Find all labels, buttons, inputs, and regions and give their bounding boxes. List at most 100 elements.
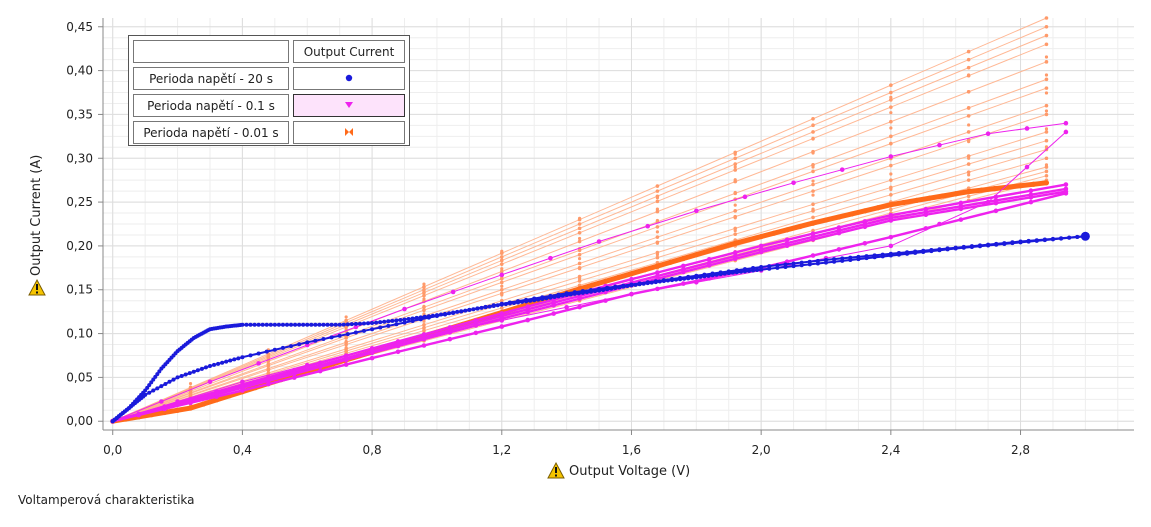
series-001s-point xyxy=(655,199,660,204)
series-20s-point xyxy=(734,268,739,273)
series-20s-point xyxy=(597,286,602,291)
series-001s-point xyxy=(889,95,893,99)
series-20s-point xyxy=(361,321,366,326)
series-20s-point xyxy=(556,292,561,297)
series-001s-point xyxy=(733,228,737,233)
series-20s-point xyxy=(361,328,366,333)
series-001s-point xyxy=(967,173,971,177)
series-20s-point xyxy=(953,245,958,250)
series-001s-point xyxy=(901,199,907,206)
series-20s-point xyxy=(451,310,456,315)
x-ticks: 0,0 0,4 0,8 1,2 1,6 2,0 2,4 2,8 xyxy=(103,430,1030,457)
series-001s-point xyxy=(889,105,893,109)
series-20s-point xyxy=(402,320,407,325)
series-20s-point xyxy=(240,322,245,327)
series-20s-point xyxy=(147,390,152,395)
series-20s-point xyxy=(159,384,164,389)
series-20s-point xyxy=(305,340,310,345)
series-001s-point xyxy=(422,289,426,294)
series-01s-point xyxy=(742,194,748,200)
series-001s-point xyxy=(1044,173,1049,178)
series-20s-point xyxy=(297,342,302,347)
series-20s-point xyxy=(755,268,760,273)
series-20s-point xyxy=(746,268,751,273)
series-001s-point xyxy=(422,323,426,327)
y-tick-label: 0,20 xyxy=(66,239,93,253)
series-20s-point xyxy=(195,368,200,373)
series-20s-point xyxy=(216,361,221,366)
series-01s-point xyxy=(1028,199,1034,205)
series-001s-point xyxy=(1017,183,1024,189)
series-01s-point xyxy=(317,368,323,374)
series-01s-point xyxy=(993,200,999,206)
legend-row-20s[interactable]: Perioda napětí - 20 s xyxy=(133,67,405,90)
x-tick-label: 2,4 xyxy=(881,443,900,457)
series-001s-point xyxy=(1030,181,1037,187)
series-01s-point xyxy=(266,381,271,387)
x-tick-label: 0,0 xyxy=(103,443,122,457)
series-001s-point xyxy=(979,187,985,193)
series-001s-point xyxy=(615,274,622,281)
series-001s-point xyxy=(1044,42,1049,47)
series-01s-point xyxy=(784,243,790,249)
series-001s-point xyxy=(577,216,582,220)
series-20s-point xyxy=(151,388,156,393)
series-001s-point xyxy=(344,346,348,350)
series-20s-point xyxy=(783,262,788,267)
series-20s-point xyxy=(374,320,379,325)
series-01s-point xyxy=(551,303,556,308)
series-01s-point xyxy=(655,270,660,275)
series-20s-point xyxy=(637,281,642,286)
y-axis-title-group: Output Current (A) xyxy=(28,155,46,296)
series-20s-endpoint xyxy=(1080,231,1090,241)
series-01s-point xyxy=(958,217,964,222)
series-001s-point xyxy=(188,381,193,386)
series-01s-point xyxy=(836,230,842,236)
series-001s-point xyxy=(577,222,582,226)
series-20s-point xyxy=(167,379,172,384)
series-20s-point xyxy=(613,284,618,289)
series-001s-point xyxy=(1044,86,1049,90)
series-001s-point xyxy=(1044,163,1049,167)
series-20s-point xyxy=(921,248,926,253)
series-001s-point xyxy=(1004,184,1011,190)
series-20s-point xyxy=(244,322,249,327)
series-01s-point xyxy=(369,350,375,356)
series-001s-point xyxy=(422,304,426,308)
series-20s-point xyxy=(1059,236,1064,241)
series-01s-point xyxy=(473,330,479,336)
series-20s-point xyxy=(289,344,294,349)
series-20s-point xyxy=(305,322,310,327)
series-20s-point xyxy=(653,279,658,284)
series-001s-point xyxy=(577,257,582,261)
series-01s-point xyxy=(681,281,686,286)
series-001s-point xyxy=(889,119,893,124)
y-tick-label: 0,35 xyxy=(66,107,93,121)
series-20s-point xyxy=(467,307,472,312)
series-001s-point xyxy=(655,235,660,239)
x-tick-label: 0,4 xyxy=(233,443,252,457)
series-001s-point xyxy=(344,336,348,340)
series-20s-point xyxy=(272,322,277,327)
series-001s-point xyxy=(889,187,893,191)
series-20s-point xyxy=(1018,239,1023,244)
series-01s-point xyxy=(343,362,349,367)
series-001s-point xyxy=(966,130,971,134)
series-001s-point xyxy=(655,225,660,229)
series-001s-point xyxy=(499,255,504,259)
series-001s-point xyxy=(1044,73,1049,77)
series-001s-point xyxy=(733,178,737,182)
series-001s-point xyxy=(344,339,348,344)
series-001s-point xyxy=(811,179,815,183)
series-20s-point xyxy=(994,241,999,246)
series-001s-point xyxy=(174,407,181,413)
series-01s-point xyxy=(758,249,764,255)
series-01s-point xyxy=(923,212,929,218)
series-001s-point xyxy=(1044,127,1049,131)
series-01s-point xyxy=(450,289,456,295)
legend-row-01s[interactable]: Perioda napětí - 0.1 s xyxy=(133,94,405,117)
legend-marker-20s xyxy=(293,67,405,90)
series-20s-point xyxy=(248,322,253,327)
legend-marker-01s xyxy=(293,94,405,117)
legend-row-001s[interactable]: Perioda napětí - 0.01 s xyxy=(133,121,405,144)
